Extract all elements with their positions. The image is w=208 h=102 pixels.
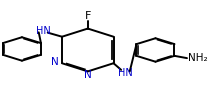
- Text: HN: HN: [118, 68, 132, 78]
- Text: N: N: [51, 57, 59, 67]
- Text: NH₂: NH₂: [188, 53, 208, 63]
- Text: HN: HN: [36, 26, 50, 36]
- Text: N: N: [84, 70, 92, 80]
- Text: F: F: [85, 11, 91, 21]
